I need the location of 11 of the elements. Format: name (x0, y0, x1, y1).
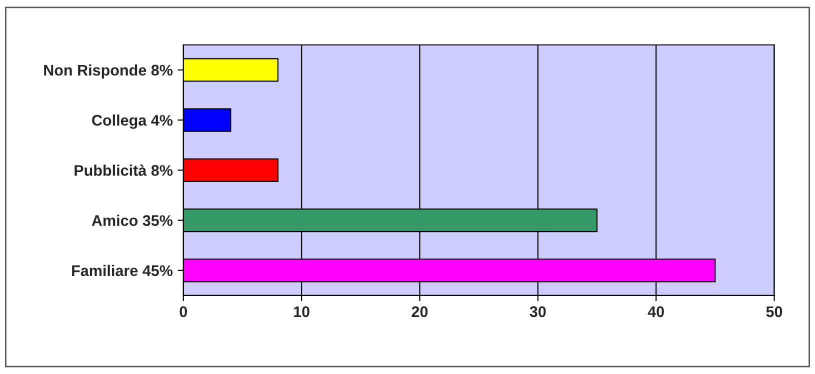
x-tick-label: 0 (180, 306, 187, 318)
y-tick-label: Pubblicità 8% (74, 164, 173, 176)
x-tick-label: 30 (530, 306, 546, 318)
y-tick-label: Amico 35% (92, 214, 173, 226)
x-tick-label: 10 (294, 306, 310, 318)
y-tick-label: Familiare 45% (72, 264, 173, 276)
x-tick-label: 40 (648, 306, 664, 318)
y-tick-label: Non Risponde 8% (44, 64, 173, 79)
y-tick-label: Collega 4% (92, 114, 173, 129)
x-tick-label: 50 (766, 306, 782, 318)
x-tick-label: 20 (412, 306, 428, 318)
